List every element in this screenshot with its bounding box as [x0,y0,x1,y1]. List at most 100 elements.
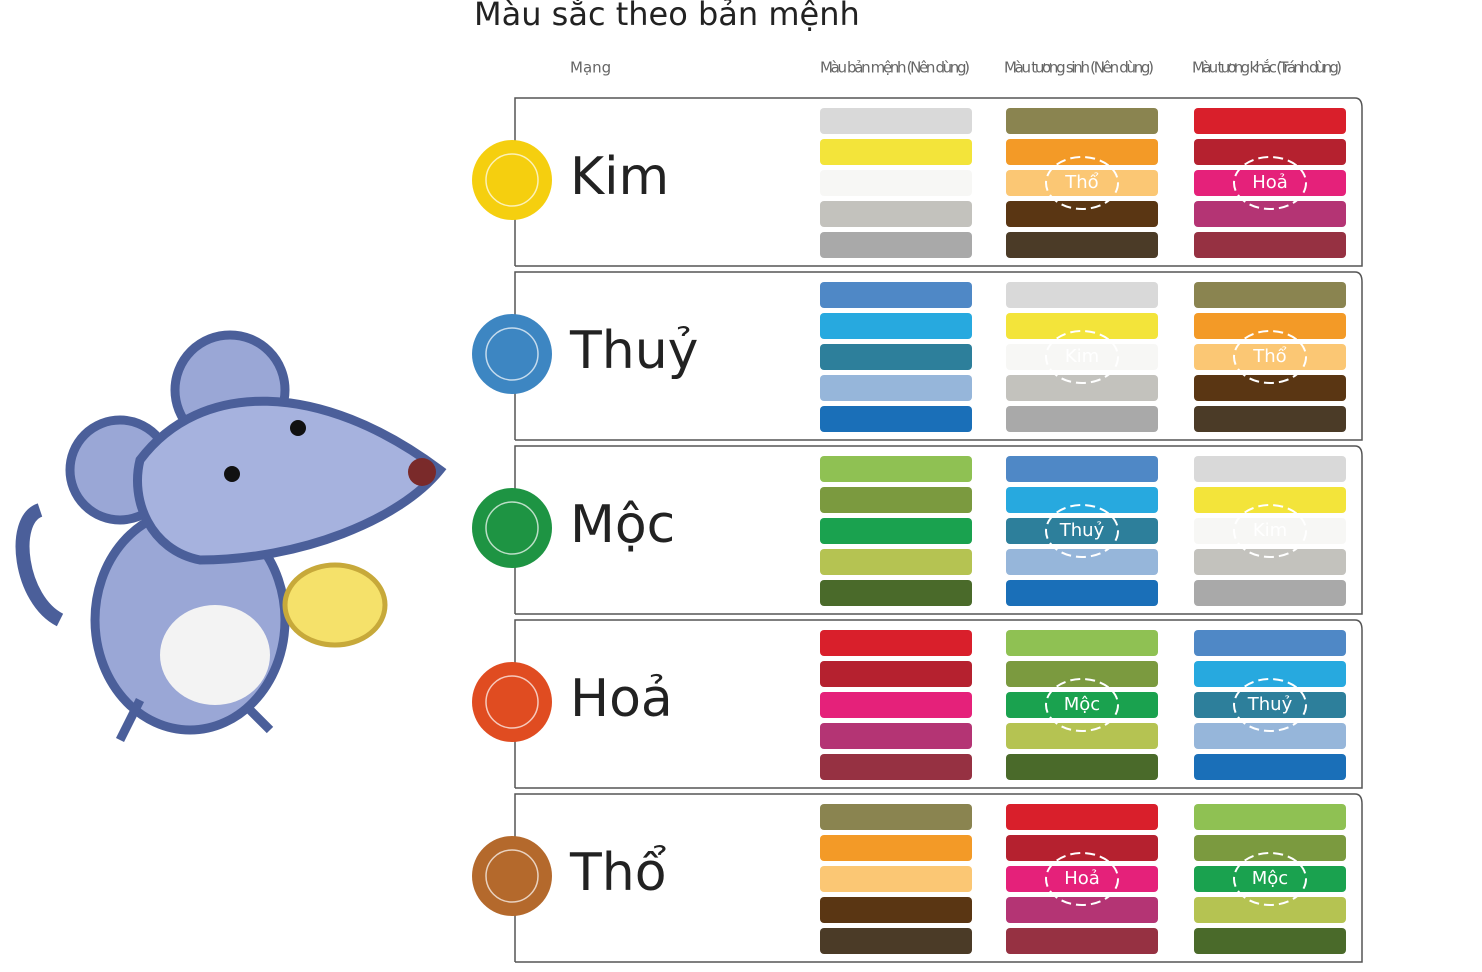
color-swatch [1006,232,1158,258]
color-swatch [1194,692,1346,718]
element-icon-ring [485,675,539,729]
color-swatch [820,518,972,544]
color-swatch [820,456,972,482]
color-swatch [1006,723,1158,749]
row-frame [514,619,1363,789]
badge-label: Kim [1253,520,1287,541]
color-swatch [1006,897,1158,923]
row-frame [514,445,1363,615]
badge-outline [1045,156,1119,210]
color-swatch [820,866,972,892]
element-icon-ring [485,327,539,381]
color-swatch [1006,661,1158,687]
color-swatch [1194,866,1346,892]
color-swatch [1006,487,1158,513]
color-swatch [1194,835,1346,861]
color-swatch [1194,139,1346,165]
row-frame [514,793,1363,963]
color-swatch [1194,232,1346,258]
element-icon-ring [485,153,539,207]
badge-outline [1045,678,1119,732]
badge-label: Thổ [1252,346,1286,367]
color-swatch [1006,375,1158,401]
color-swatch [820,835,972,861]
color-swatch [1194,108,1346,134]
badge-outline [1233,678,1307,732]
color-swatch [1194,406,1346,432]
color-swatch [1194,282,1346,308]
color-swatch [1006,170,1158,196]
color-swatch [820,313,972,339]
element-label: Thổ [569,843,667,903]
color-swatch [1194,928,1346,954]
column-header: Màu bản mệnh (Nên dùng) [820,59,970,77]
color-swatch [820,201,972,227]
element-icon-ring [485,849,539,903]
color-swatch [1194,754,1346,780]
color-swatch [1006,835,1158,861]
element-icon-ring [485,501,539,555]
color-swatch [1006,692,1158,718]
color-swatch [1194,897,1346,923]
column-header: Màu tương sinh (Nên dùng) [1004,59,1154,77]
title: Màu sắc theo bản mệnh [474,0,860,33]
badge-outline [1045,852,1119,906]
badge-outline [1045,504,1119,558]
color-swatch [1006,344,1158,370]
color-swatch [820,692,972,718]
color-swatch [820,723,972,749]
color-swatch [1006,108,1158,134]
color-swatch [1194,804,1346,830]
color-swatch [1194,549,1346,575]
color-swatch [820,549,972,575]
mouse [15,330,447,743]
badge-label: Kim [1065,346,1099,367]
color-swatch [820,487,972,513]
badge-outline [1045,330,1119,384]
color-swatch [1194,518,1346,544]
element-icon [472,314,552,394]
color-swatch [820,170,972,196]
color-swatch [1006,139,1158,165]
color-swatch [820,375,972,401]
color-swatch [1006,866,1158,892]
color-swatch [820,232,972,258]
column-header: Màu tương khắc (Tránh dùng) [1192,59,1342,77]
badge-label: Mộc [1252,868,1288,889]
element-label: Thuỷ [569,321,698,381]
color-swatch [1194,344,1346,370]
row-frame [514,271,1363,441]
color-swatch [820,139,972,165]
element-label: Hoả [570,669,673,729]
color-swatch [1006,928,1158,954]
color-swatch [1194,170,1346,196]
color-swatch [1194,580,1346,606]
color-swatch [1006,406,1158,432]
color-swatch [820,928,972,954]
color-swatch [1006,313,1158,339]
color-swatch [820,108,972,134]
color-swatch [1006,580,1158,606]
color-swatch [1194,456,1346,482]
column-header: Mạng [570,59,611,77]
color-swatch [820,282,972,308]
color-swatch [820,630,972,656]
color-swatch [820,897,972,923]
badge-outline [1233,330,1307,384]
color-swatch [820,406,972,432]
color-swatch [1194,487,1346,513]
badge-label: Thuỷ [1247,694,1293,715]
element-icon [472,662,552,742]
element-label: Mộc [570,495,675,555]
color-swatch [1006,630,1158,656]
color-swatch [820,754,972,780]
color-swatch [820,580,972,606]
element-icon [472,488,552,568]
element-icon [472,140,552,220]
badge-outline [1233,156,1307,210]
badge-outline [1233,852,1307,906]
color-swatch [1006,804,1158,830]
element-icon [472,836,552,916]
color-swatch [820,344,972,370]
